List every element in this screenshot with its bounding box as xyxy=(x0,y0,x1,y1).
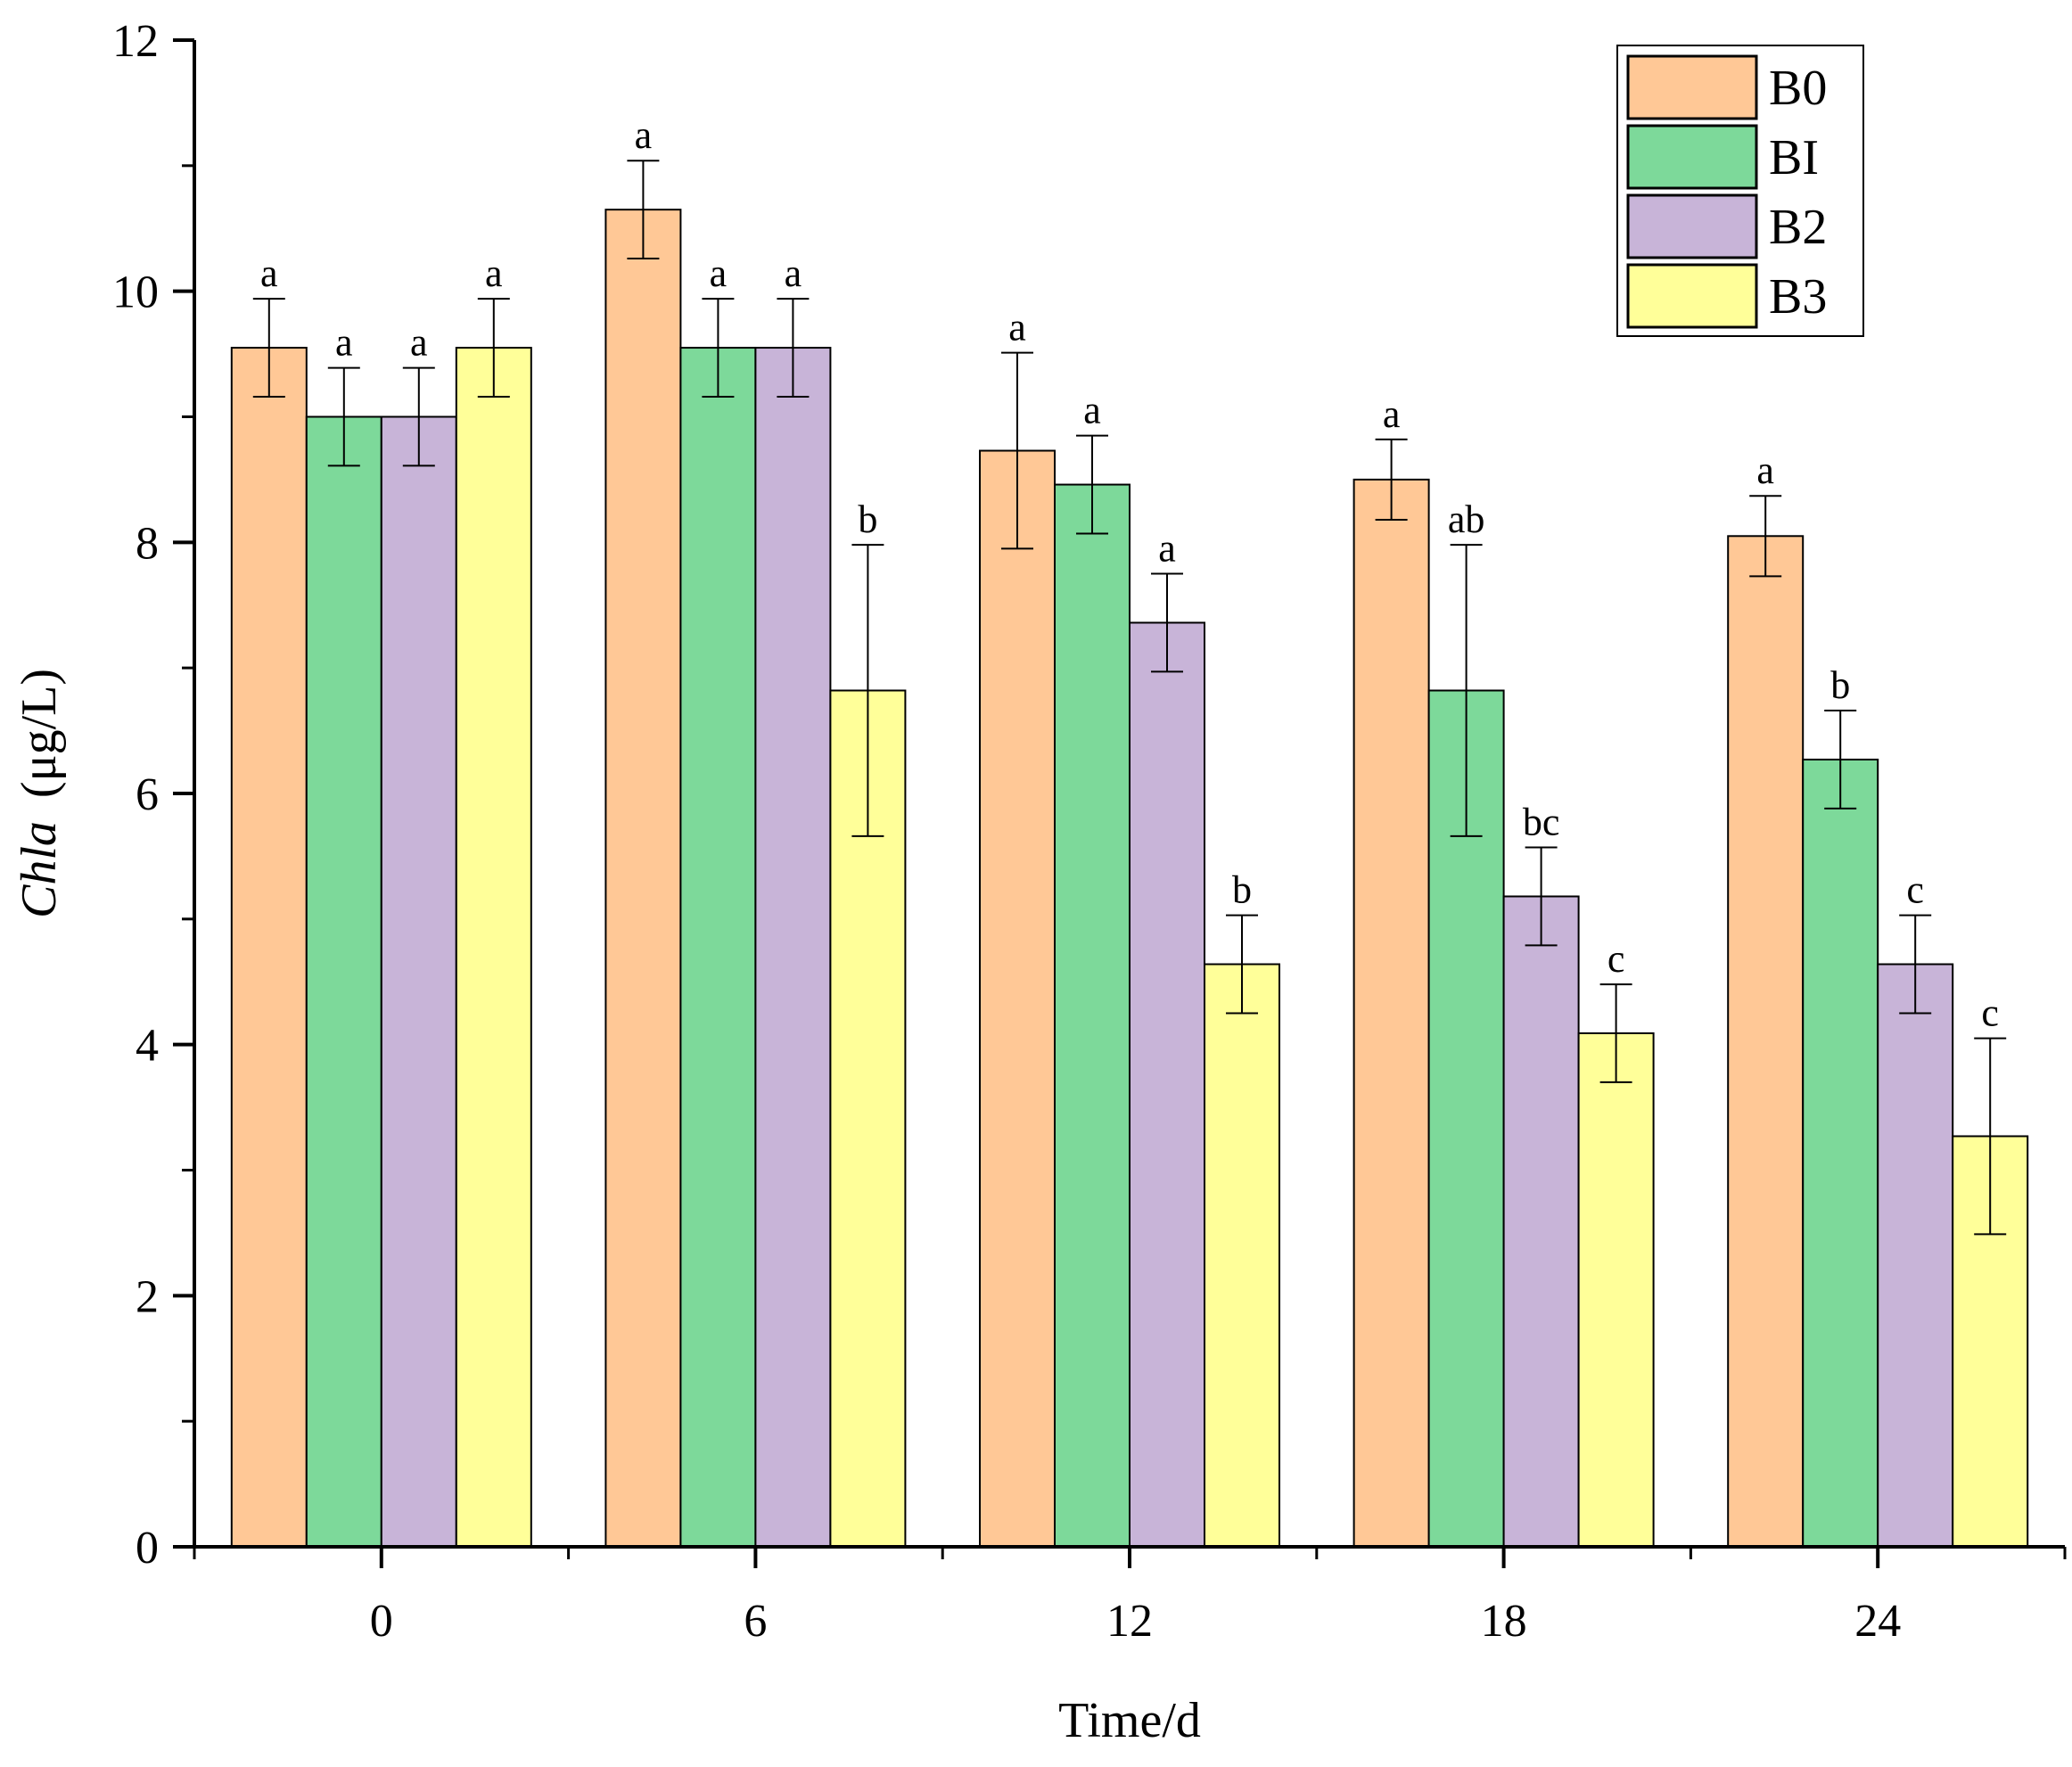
error-bar-b3-day-0 xyxy=(477,298,510,398)
significance-label-b0-day-24: a xyxy=(1756,448,1774,492)
significance-label-b2-day-18: bc xyxy=(1523,801,1560,844)
significance-label-bi-day-24: b xyxy=(1830,663,1850,707)
error-bar-bi-day-6 xyxy=(702,298,735,398)
error-bar-b2-day-24 xyxy=(1899,914,1932,1015)
bar-b2-day-6 xyxy=(754,347,832,1549)
significance-label-b2-day-12: a xyxy=(1158,527,1176,571)
significance-label-b0-day-6: a xyxy=(635,113,653,157)
error-bar-bi-day-12 xyxy=(1076,434,1108,535)
bars-layer xyxy=(230,209,2029,1549)
error-bar-b2-day-6 xyxy=(777,298,810,398)
bar-b2-day-18 xyxy=(1502,895,1580,1548)
legend-label-b0: B0 xyxy=(1769,61,1827,116)
error-bar-b0-day-24 xyxy=(1749,495,1782,578)
significance-label-b3-day-0: a xyxy=(485,251,503,295)
legend-label-b3: B3 xyxy=(1769,269,1827,325)
y-tick-label: 0 xyxy=(136,1523,159,1574)
significance-label-b3-day-12: b xyxy=(1232,868,1252,912)
y-tick-label: 10 xyxy=(112,267,159,318)
bar-bi-day-24 xyxy=(1802,758,1879,1548)
y-tick-label: 4 xyxy=(136,1021,159,1072)
y-ticks: 0 2 4 6 8 10 12 xyxy=(112,16,194,1574)
significance-label-b2-day-0: a xyxy=(410,321,428,365)
bar-b3-day-0 xyxy=(455,347,532,1549)
error-bar-b0-day-12 xyxy=(1001,351,1033,550)
x-tick-label: 18 xyxy=(1481,1596,1527,1647)
error-bar-b2-day-18 xyxy=(1525,846,1558,947)
significance-label-bi-day-0: a xyxy=(335,321,353,365)
error-bar-b3-day-18 xyxy=(1599,983,1632,1083)
error-bar-bi-day-18 xyxy=(1450,544,1483,837)
y-tick-label: 12 xyxy=(112,16,159,67)
bar-b0-day-0 xyxy=(230,347,308,1549)
significance-label-b0-day-18: a xyxy=(1383,392,1401,436)
y-axis-title: Chla (μg/L) xyxy=(12,669,67,918)
bar-b0-day-24 xyxy=(1727,535,1805,1549)
error-bar-bi-day-24 xyxy=(1824,710,1857,810)
significance-label-bi-day-12: a xyxy=(1083,389,1101,432)
error-bar-b0-day-0 xyxy=(252,298,285,398)
legend: B0 BI B2 B3 xyxy=(1616,45,1864,337)
legend-swatch-bi xyxy=(1626,124,1758,190)
error-bar-b2-day-0 xyxy=(402,366,435,467)
bar-b2-day-12 xyxy=(1129,621,1205,1548)
legend-swatch-b2 xyxy=(1626,193,1758,259)
bar-b3-day-18 xyxy=(1577,1031,1655,1549)
error-bar-b3-day-24 xyxy=(1974,1037,2007,1236)
x-tick-label: 0 xyxy=(370,1596,393,1647)
x-tick-label: 6 xyxy=(744,1596,767,1647)
legend-label-bi: BI xyxy=(1769,130,1819,185)
significance-label-b0-day-12: a xyxy=(1008,306,1026,349)
bar-b0-day-18 xyxy=(1353,478,1430,1549)
y-tick-label: 8 xyxy=(136,518,159,569)
significance-label-bi-day-18: ab xyxy=(1448,497,1485,541)
legend-label-b2: B2 xyxy=(1769,200,1827,255)
y-tick-label: 2 xyxy=(136,1271,159,1322)
bar-b2-day-24 xyxy=(1877,963,1954,1548)
significance-label-bi-day-6: a xyxy=(710,251,728,295)
error-bar-b0-day-18 xyxy=(1375,438,1408,521)
x-axis-title: Time/d xyxy=(1058,1693,1201,1748)
significance-label-b2-day-6: a xyxy=(785,251,802,295)
significance-label-b2-day-24: c xyxy=(1906,868,1924,912)
bar-b0-day-6 xyxy=(604,209,682,1548)
error-bar-bi-day-0 xyxy=(327,366,360,467)
bar-bi-day-6 xyxy=(679,347,757,1549)
y-axis-title-unit: (μg/L) xyxy=(12,669,67,798)
error-bar-b3-day-6 xyxy=(851,544,884,837)
significance-label-b3-day-24: c xyxy=(1981,991,1999,1035)
legend-swatch-b3 xyxy=(1626,263,1758,329)
x-tick-label: 12 xyxy=(1106,1596,1153,1647)
significance-label-b0-day-0: a xyxy=(260,251,278,295)
error-bar-b3-day-12 xyxy=(1226,914,1258,1015)
error-bar-b0-day-6 xyxy=(627,160,660,260)
error-bars-layer xyxy=(252,160,2007,1236)
bar-b2-day-0 xyxy=(380,415,457,1548)
bar-b3-day-12 xyxy=(1204,963,1280,1548)
x-tick-label: 24 xyxy=(1854,1596,1901,1647)
y-axis-title-italic: Chla xyxy=(12,821,67,918)
legend-swatch-b0 xyxy=(1626,54,1758,120)
y-tick-label: 6 xyxy=(136,769,159,820)
bar-bi-day-0 xyxy=(305,415,382,1548)
bar-bi-day-12 xyxy=(1054,483,1131,1548)
significance-label-b3-day-18: c xyxy=(1607,937,1625,981)
error-bar-b2-day-12 xyxy=(1151,572,1183,673)
significance-label-b3-day-6: b xyxy=(858,497,877,541)
x-ticks: 0 6 12 18 24 xyxy=(193,1547,2067,1647)
bar-b0-day-12 xyxy=(979,449,1056,1548)
